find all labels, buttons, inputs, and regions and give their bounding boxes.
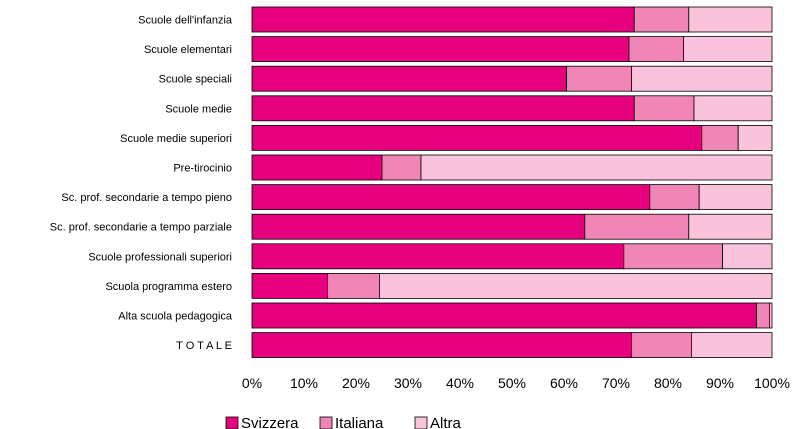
category-labels: Scuole dell'infanzia Scuole elementari Scu… xyxy=(50,15,233,353)
bar-segment-altra-2 xyxy=(631,65,773,92)
x-axis-ticks: 0% 10% 20% 30% 40% 50% 60% 70% 80% 90% 100% xyxy=(242,375,790,391)
bar-segment-svizzera-0 xyxy=(251,6,635,33)
category-label: T O T A L E xyxy=(176,340,232,352)
bar-segment-altra-0 xyxy=(688,6,773,33)
bar-segment-svizzera-3 xyxy=(251,95,635,122)
bar-segment-altra-9 xyxy=(378,272,773,299)
x-tick-label: 60% xyxy=(550,375,578,391)
category-label: Scuole elementari xyxy=(144,44,232,56)
bar-segment-svizzera-10 xyxy=(251,302,757,329)
legend-swatch-altra xyxy=(414,416,428,429)
category-label: Pre-tirocinio xyxy=(173,163,232,175)
x-tick-label: 90% xyxy=(706,375,734,391)
bar-segment-italiana-8 xyxy=(623,243,723,270)
x-tick-label: 0% xyxy=(242,375,262,391)
bar-segment-altra-4 xyxy=(737,125,773,151)
bar-segment-svizzera-6 xyxy=(251,184,651,211)
category-label: Sc. prof. secondarie a tempo parziale xyxy=(50,222,232,234)
bar-segment-svizzera-11 xyxy=(251,332,633,359)
x-tick-label: 50% xyxy=(498,375,526,391)
bar-segment-altra-3 xyxy=(693,95,773,122)
bar-segment-italiana-5 xyxy=(381,154,422,181)
bar-segment-italiana-3 xyxy=(633,95,695,122)
bar-segment-svizzera-9 xyxy=(251,272,328,299)
bar-segment-italiana-10 xyxy=(756,302,770,329)
bar-segment-altra-11 xyxy=(691,332,773,359)
category-label: Alta scuola pedagogica xyxy=(118,311,233,323)
category-label: Scuole speciali xyxy=(159,74,232,86)
category-label: Scuole professionali superiori xyxy=(88,251,232,263)
bar-segment-altra-7 xyxy=(688,213,773,240)
bar-segment-italiana-6 xyxy=(649,184,700,211)
bar-segment-svizzera-2 xyxy=(251,65,568,92)
bar-segment-italiana-9 xyxy=(326,272,380,299)
category-label: Scuole medie superiori xyxy=(120,133,232,145)
bar-segment-italiana-4 xyxy=(701,125,739,151)
category-label: Scuola programma estero xyxy=(105,281,232,293)
bar-segment-altra-1 xyxy=(683,36,773,62)
bar-segment-svizzera-1 xyxy=(251,36,630,62)
x-tick-label: 40% xyxy=(446,375,474,391)
bar-segment-svizzera-8 xyxy=(251,243,625,270)
category-label: Sc. prof. secondarie a tempo pieno xyxy=(61,192,232,204)
bar-segment-svizzera-7 xyxy=(251,213,586,240)
legend-label-svizzera: Svizzera xyxy=(241,415,299,429)
legend-label-altra: Altra xyxy=(430,415,462,429)
bar-segment-italiana-11 xyxy=(631,332,692,359)
bar-segment-italiana-2 xyxy=(566,65,632,92)
x-tick-label: 10% xyxy=(290,375,318,391)
legend-label-italiana: Italiana xyxy=(335,415,384,429)
bar-segment-svizzera-5 xyxy=(251,154,383,181)
x-tick-label: 80% xyxy=(654,375,682,391)
bar-segment-altra-5 xyxy=(420,154,773,181)
category-label: Scuole dell'infanzia xyxy=(138,15,233,27)
bar-segment-italiana-0 xyxy=(633,6,690,33)
bar-segment-altra-10 xyxy=(769,302,773,329)
x-tick-label: 70% xyxy=(602,375,630,391)
bar-segment-svizzera-4 xyxy=(251,125,703,151)
category-label: Scuole medie xyxy=(165,103,232,115)
x-tick-label: 100% xyxy=(754,375,790,391)
plot-area xyxy=(251,6,773,359)
legend: Svizzera Italiana Altra xyxy=(225,415,462,429)
bar-segment-altra-6 xyxy=(698,184,773,211)
bar-segment-altra-8 xyxy=(722,243,773,270)
x-tick-label: 30% xyxy=(394,375,422,391)
legend-swatch-italiana xyxy=(319,416,333,429)
x-tick-label: 20% xyxy=(342,375,370,391)
bar-segment-italiana-1 xyxy=(628,36,684,62)
legend-swatch-svizzera xyxy=(225,416,239,429)
bar-segment-italiana-7 xyxy=(584,213,690,240)
